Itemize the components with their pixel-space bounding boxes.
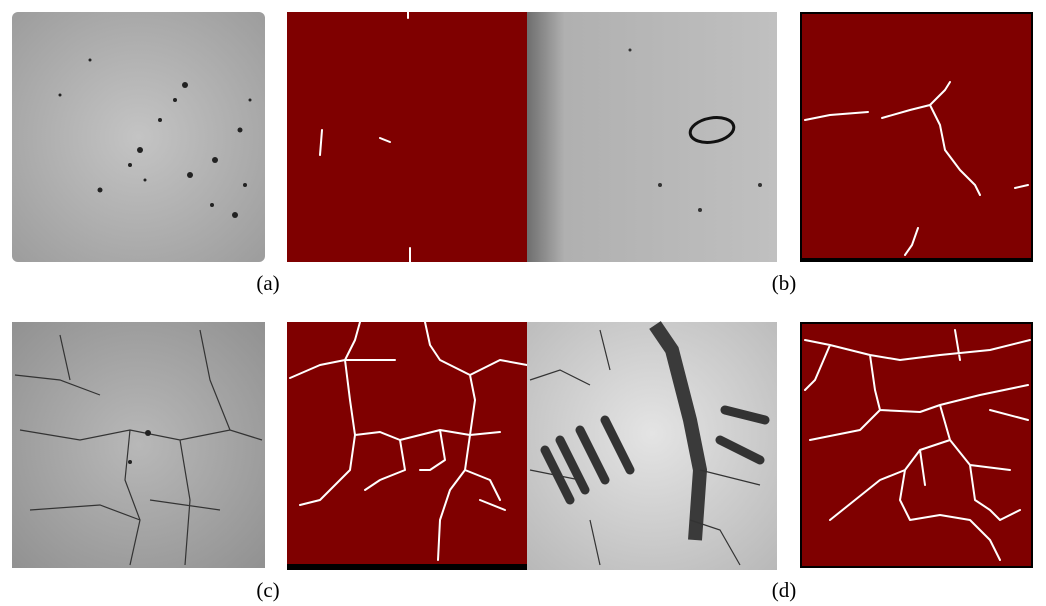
mask-b [800,12,1033,262]
panel-label: (c) [256,578,279,602]
mask-c [287,322,527,570]
mask-d [800,322,1033,568]
mask-a [287,12,527,262]
panel-label: (d) [772,578,797,602]
panel-label: (a) [256,271,279,295]
photo-d [527,322,777,570]
photo-b [527,12,777,262]
figure: (a) (b) (c) (d) [0,0,1046,606]
panel-label: (b) [772,271,797,295]
photo-a [12,12,265,262]
photo-c [12,322,265,568]
